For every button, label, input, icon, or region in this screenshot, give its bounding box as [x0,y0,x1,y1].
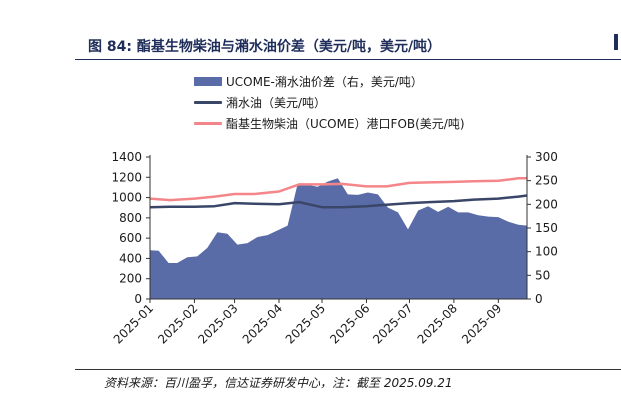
right-axis-tick-label: 300 [535,150,558,164]
right-axis-tick-label: 150 [535,221,558,235]
legend-swatch-ucome [194,122,222,125]
x-axis-tick-label: 2025-03 [195,301,240,346]
series-line-uco [149,194,528,209]
legend-swatch-spread [194,77,222,86]
title-rule [75,59,621,60]
x-axis-tick-label: 2025-09 [459,301,504,346]
x-axis-tick-label: 2025-01 [111,301,156,346]
left-axis-tick-label: 1200 [111,170,142,184]
x-axis-tick-label: 2025-04 [240,301,285,346]
left-axis-tick-label: 800 [119,211,142,225]
left-axis-tick-label: 0 [134,292,142,306]
x-axis-tick-label: 2025-06 [327,301,372,346]
left-axis-tick-label: 600 [119,231,142,245]
series-area-spread [150,178,527,299]
right-axis-tick-label: 250 [535,174,558,188]
left-axis-tick-label: 1000 [111,191,142,205]
right-axis-tick-label: 50 [535,268,550,282]
legend-label-uco: 潲水油（美元/吨） [226,96,327,110]
legend-swatch-uco [194,101,222,104]
source-note: 资料来源：百川盈孚，信达证券研发中心，注：截至 2025.09.21 [104,376,453,390]
right-axis-tick-label: 100 [535,245,558,259]
x-axis-tick-label: 2025-02 [155,301,200,346]
left-axis-tick-label: 1400 [111,150,142,164]
right-axis-tick-label: 0 [535,292,543,306]
legend-label-ucome: 酯基生物柴油（UCOME）港口FOB(美元/吨) [226,117,465,131]
x-axis-tick-label: 2025-05 [283,301,328,346]
source-rule [75,369,621,370]
left-axis-tick-label: 200 [119,272,142,286]
edge-mark [614,34,618,50]
x-axis-tick-label: 2025-07 [370,301,415,346]
right-axis-tick-label: 200 [535,197,558,211]
legend-label-spread: UCOME-潲水油价差（右，美元/吨） [226,75,423,89]
left-axis-tick-label: 400 [119,251,142,265]
series-line-ucome [149,177,527,202]
figure-title: 图 84: 酯基生物柴油与潲水油价差（美元/吨，美元/吨） [88,39,442,55]
x-axis-tick-label: 2025-08 [415,301,460,346]
